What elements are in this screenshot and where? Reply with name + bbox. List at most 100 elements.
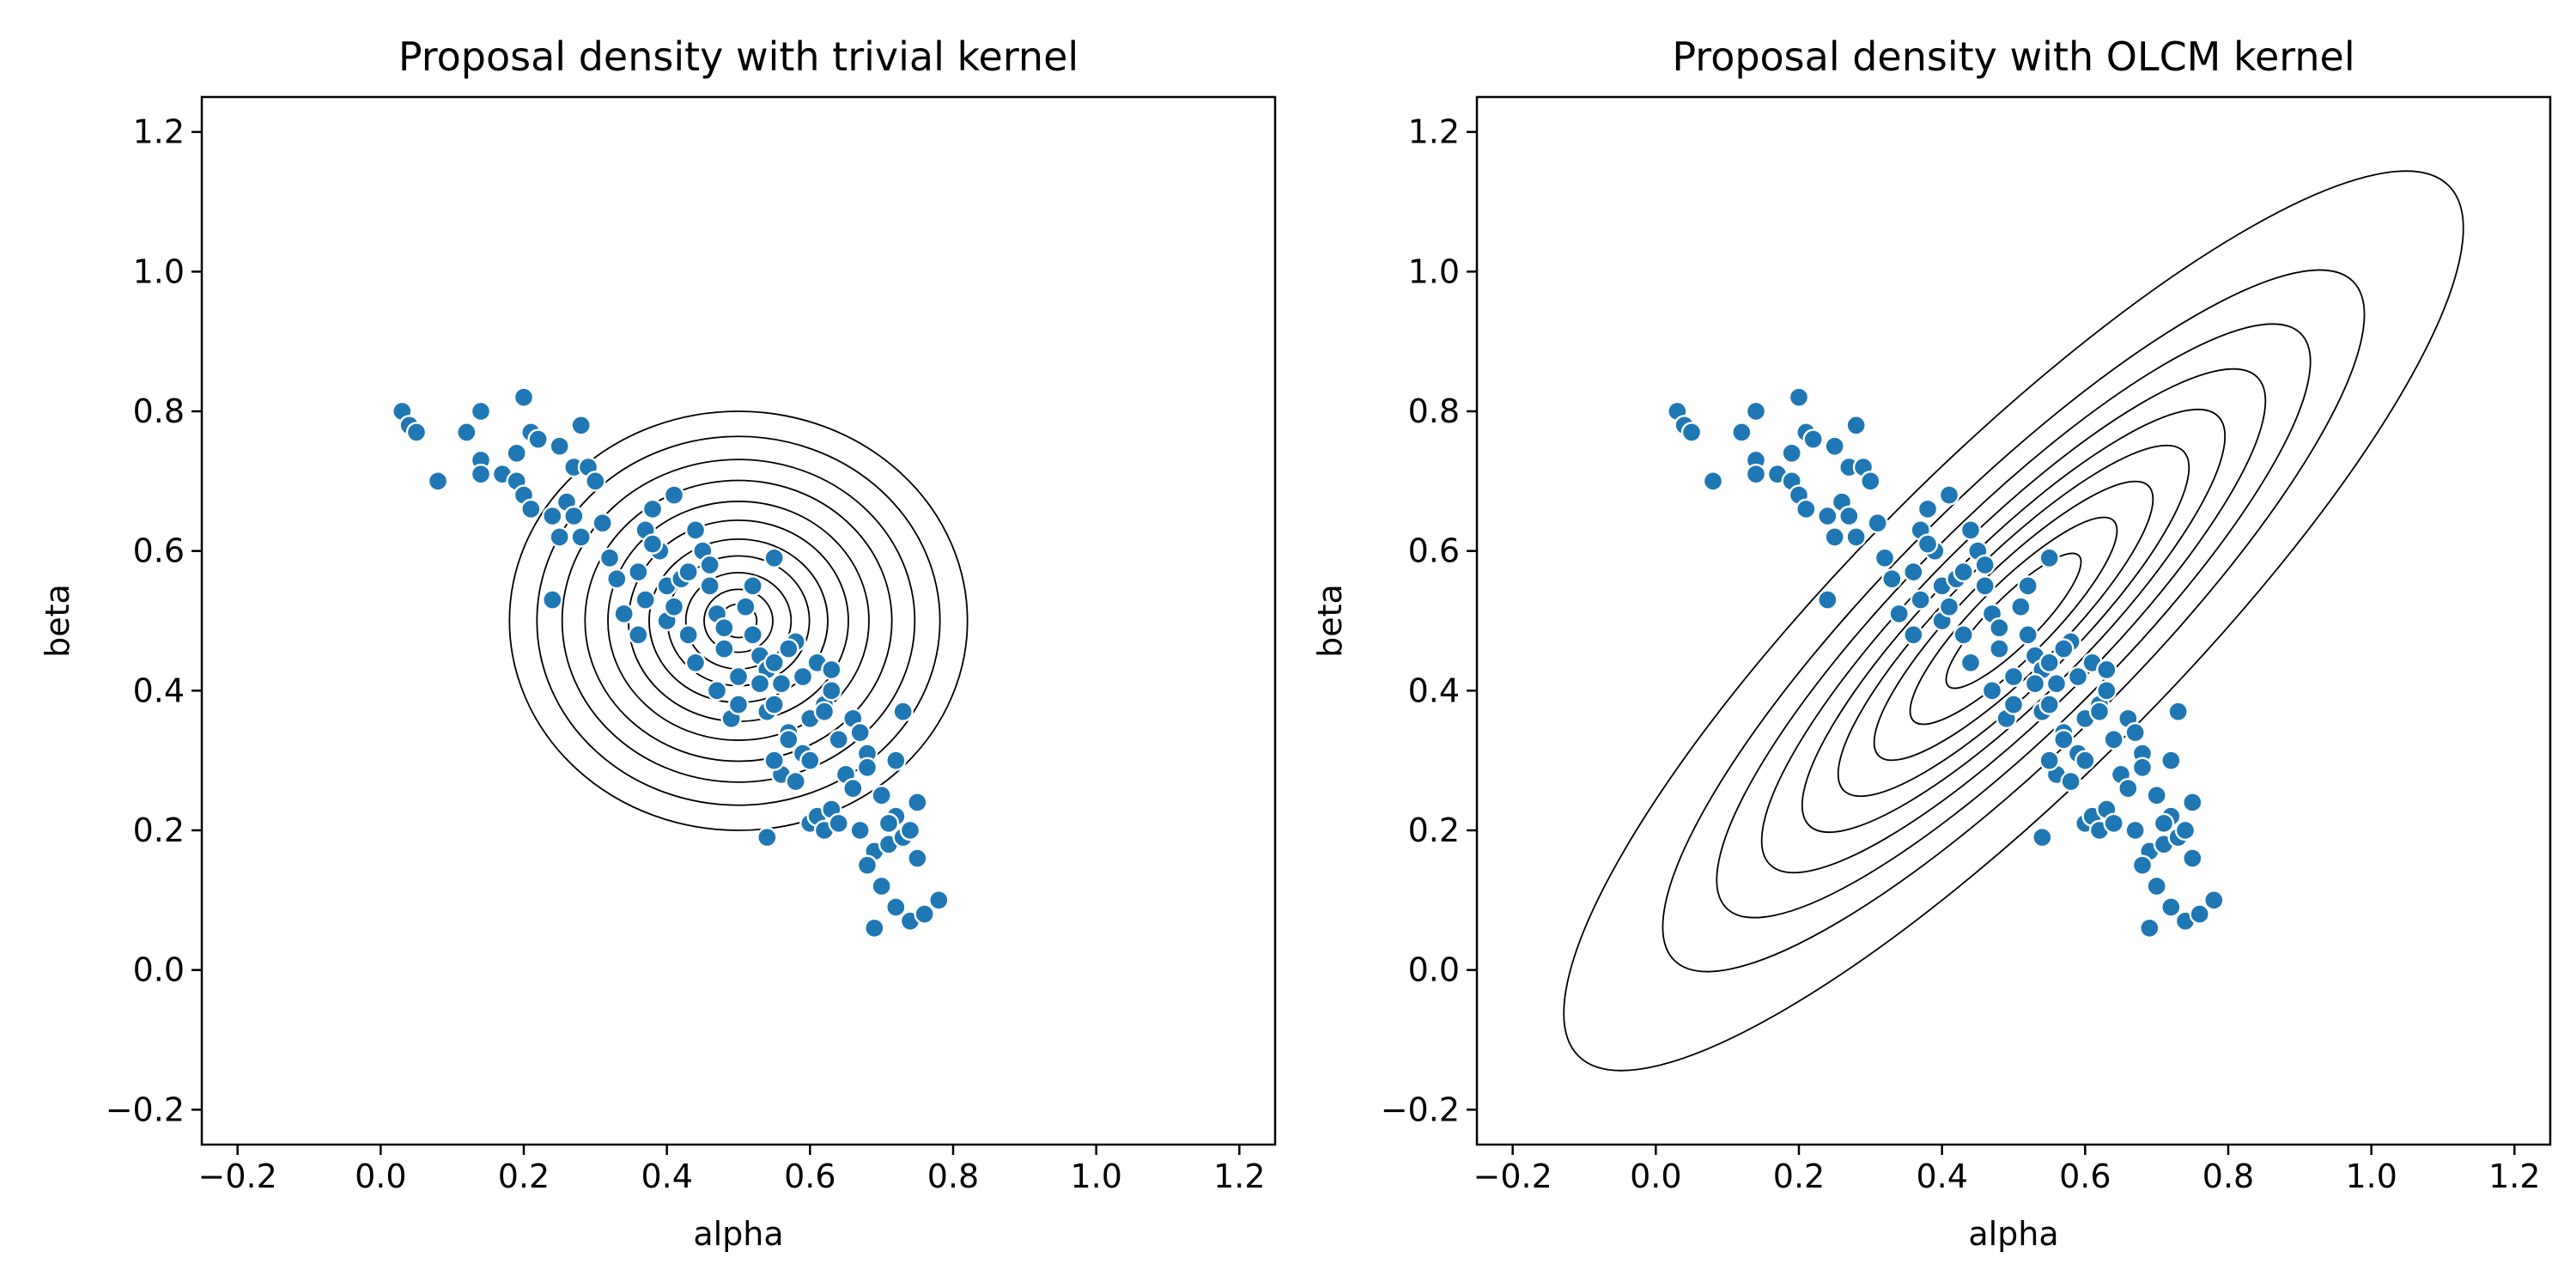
left-scatter-point-9 [506, 442, 527, 464]
left-scatter-point-115 [821, 680, 842, 702]
left-scatter-point-41 [663, 596, 685, 617]
left-x-tick-label: 0.8 [927, 1157, 979, 1195]
right-scatter-point-16 [1817, 505, 1838, 527]
right-scatter-point-9 [1781, 442, 1802, 464]
right-scatter-point-3 [1702, 471, 1724, 492]
left-scatter-point-107 [864, 917, 885, 939]
right-contour-line-2 [1716, 323, 2312, 919]
left-scatter-point-5 [470, 400, 492, 422]
right-scatter-point-48 [1989, 638, 2010, 659]
right-scatter-point-20 [1845, 415, 1867, 436]
right-scatter-point-55 [2010, 596, 2032, 617]
left-scatter-point-48 [714, 638, 735, 659]
left-scatter-point-14 [520, 498, 542, 520]
left-scatter-point-105 [914, 903, 935, 925]
left-scatter-point-32 [628, 561, 649, 583]
right-scatter-point-98 [2174, 819, 2196, 841]
left-scatter-point-55 [735, 596, 756, 617]
left-scatter-point-111 [756, 826, 778, 848]
right-scatter-point-79 [2096, 659, 2117, 681]
right-scatter-point-53 [1989, 617, 2010, 639]
left-scatter-point-53 [714, 617, 735, 639]
left-scatter-point-20 [570, 415, 592, 436]
left-scatter-point-112 [763, 750, 785, 771]
right-scatter-point-108 [2153, 812, 2175, 835]
right-contour-line-1 [1662, 269, 2366, 973]
right-scatter-point-2 [1680, 422, 1703, 443]
right-scatter-point-115 [2096, 680, 2117, 702]
left-scatter-point-34 [641, 498, 664, 520]
left-scatter-point-101 [871, 875, 892, 897]
right-chart-xlabel: alpha [1968, 1215, 2058, 1253]
right-chart-ylabel: beta [1311, 584, 1349, 658]
left-scatter-point-2 [405, 422, 428, 443]
left-scatter-point-75 [785, 770, 806, 793]
left-scatter-point-29 [606, 568, 628, 590]
left-y-tick-label: 0.8 [133, 392, 185, 430]
left-scatter-point-50 [684, 652, 707, 673]
right-scatter-point-17 [1824, 435, 1845, 457]
left-x-tick-label: 0.2 [498, 1157, 550, 1195]
right-scatter-point-110 [2167, 701, 2189, 722]
right-scatter-point-111 [2032, 826, 2053, 848]
right-scatter-point-74 [2053, 729, 2075, 750]
right-scatter-point-7 [1745, 464, 1767, 485]
right-y-tick-label: 1.0 [1408, 252, 1460, 290]
right-scatter-point-29 [1881, 568, 1903, 590]
left-contour-line-9 [703, 588, 774, 653]
left-x-tick-label: −0.2 [198, 1157, 277, 1195]
right-scatter-point-92 [2131, 756, 2154, 778]
left-chart-xlabel: alpha [693, 1215, 783, 1253]
left-scatter-point-102 [885, 896, 907, 918]
left-scatter-point-106 [928, 890, 950, 911]
right-scatter-point-109 [2160, 750, 2182, 771]
right-y-tick-label: 0.2 [1408, 811, 1460, 849]
right-scatter-point-66 [2045, 673, 2068, 695]
right-x-tick-label: 0.0 [1630, 1157, 1681, 1195]
right-chart-panel: Proposal density with OLCM kernel alpha … [1311, 33, 2552, 1253]
right-scatter-point-107 [2139, 917, 2160, 939]
left-scatter-point-114 [763, 694, 785, 715]
left-scatter-point-17 [549, 435, 570, 457]
left-scatter-point-54 [727, 665, 750, 688]
right-scatter-point-10 [1788, 386, 1810, 408]
right-chart-frame [1475, 95, 2552, 1146]
left-scatter-point-37 [663, 484, 685, 506]
left-scatter-point-31 [628, 624, 649, 646]
right-scatter-point-28 [1874, 547, 1896, 568]
left-scatter-point-43 [677, 624, 699, 646]
left-scatter-point-39 [641, 533, 664, 555]
left-scatter-point-90 [842, 778, 864, 799]
right-scatter-point-105 [2189, 903, 2210, 925]
left-scatter-point-7 [470, 464, 492, 485]
right-scatter-point-65 [2038, 652, 2060, 673]
left-scatter-point-79 [821, 659, 842, 681]
right-scatter-point-32 [1903, 561, 1924, 583]
left-y-tick-label: 1.2 [133, 113, 185, 151]
right-y-tick-label: 0.8 [1408, 392, 1460, 430]
left-scatter-point-66 [770, 673, 793, 695]
left-chart-title: Proposal density with trivial kernel [398, 33, 1078, 80]
right-scatter-point-37 [1938, 484, 1960, 506]
right-scatter-point-89 [2103, 812, 2124, 835]
left-scatter-point-44 [684, 519, 707, 541]
right-scatter-point-34 [1917, 498, 1939, 520]
right-scatter-point-44 [1959, 519, 1982, 541]
right-scatter-point-41 [1938, 596, 1960, 617]
left-x-tick-label: 1.2 [1213, 1157, 1265, 1195]
right-chart-marks [1563, 170, 2464, 1072]
right-scatter-point-24 [1824, 526, 1845, 548]
left-scatter-point-63 [749, 673, 771, 695]
left-scatter-point-99 [907, 792, 928, 813]
left-scatter-point-28 [598, 547, 621, 568]
right-scatter-point-46 [1974, 575, 1996, 597]
left-scatter-point-104 [907, 848, 928, 869]
left-scatter-point-38 [635, 589, 656, 611]
left-scatter-point-46 [699, 575, 720, 597]
left-contour-line-1 [536, 435, 941, 806]
left-scatter-point-10 [513, 386, 535, 408]
left-scatter-point-25 [563, 505, 585, 527]
right-scatter-point-99 [2182, 792, 2203, 813]
left-scatter-point-92 [856, 756, 878, 778]
